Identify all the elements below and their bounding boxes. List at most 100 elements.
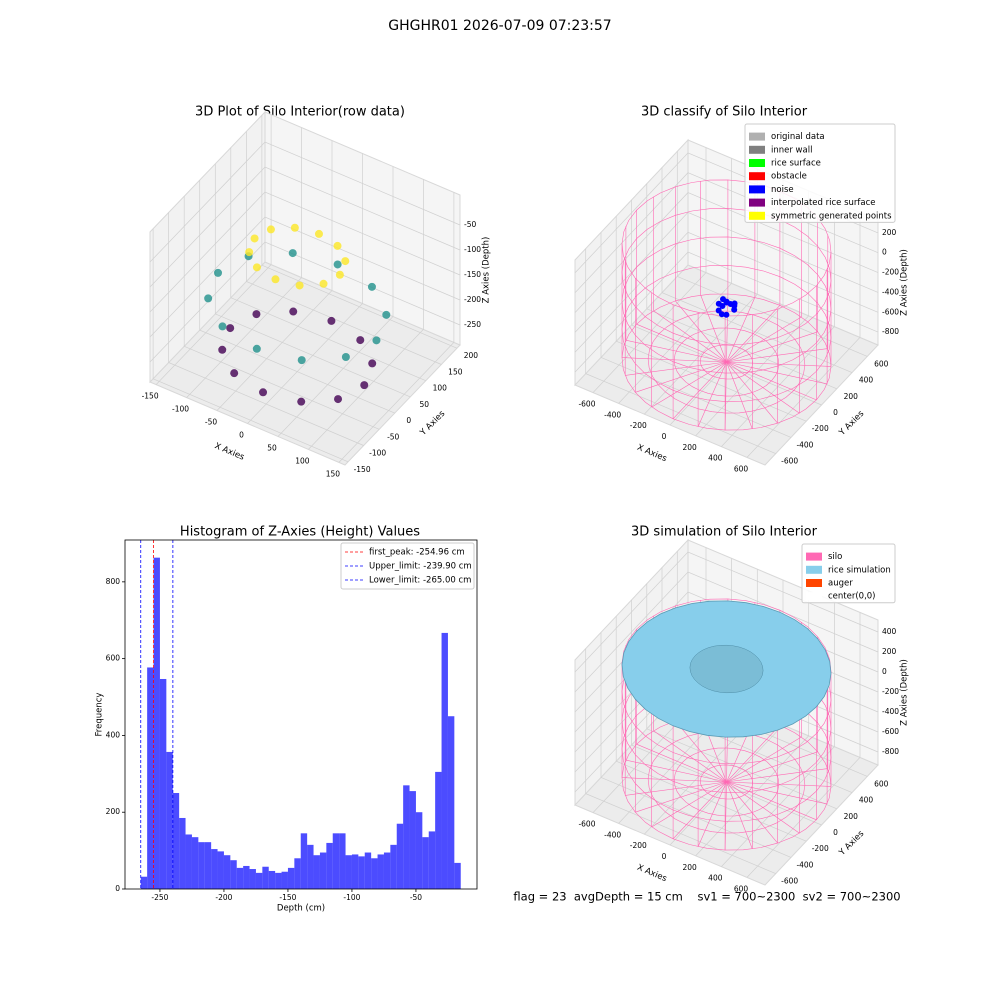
- bar: [435, 771, 442, 889]
- x-axis-label: X Axies: [635, 443, 668, 465]
- grid-line: [661, 167, 853, 373]
- bar: [262, 866, 269, 889]
- figure-title: GHGHR01 2026-07-09 07:23:57: [388, 18, 611, 34]
- x-tick-label: 600: [734, 464, 749, 473]
- noise-point: [731, 300, 738, 307]
- y-tick-label: 0: [406, 416, 411, 425]
- data-point: [333, 260, 342, 269]
- x-axis-label: Depth (cm): [277, 904, 325, 914]
- x-tick-label: 100: [295, 456, 310, 465]
- bar: [351, 854, 359, 889]
- legend-swatch: [806, 552, 822, 561]
- bar: [159, 678, 167, 889]
- z-tick-label: -200: [464, 295, 481, 304]
- z-tick-label: -600: [882, 727, 899, 736]
- legend-box: [801, 543, 896, 604]
- bar: [185, 834, 192, 889]
- grid-line: [574, 251, 879, 373]
- x-tick-label: 50: [267, 443, 277, 452]
- grid-line: [230, 147, 426, 382]
- grid-line: [308, 179, 424, 450]
- x-tick-label: -400: [604, 410, 621, 419]
- grid-line: [199, 180, 395, 414]
- legend-label: noise: [771, 185, 794, 195]
- bar: [339, 833, 346, 889]
- legend-label: Upper_limit: -239.90 cm: [369, 562, 472, 572]
- bar: [326, 842, 333, 889]
- y-tick-label: 800: [106, 577, 121, 586]
- x-tick-label: -100: [343, 893, 360, 902]
- bar: [403, 785, 410, 889]
- x-tick-label: -200: [630, 421, 647, 430]
- data-point: [266, 225, 275, 234]
- y-tick-label: 400: [106, 730, 121, 739]
- data-point: [218, 322, 227, 331]
- data-point: [259, 388, 268, 397]
- x-tick-label: -150: [279, 893, 296, 902]
- x-tick-label: -250: [151, 893, 168, 902]
- data-point: [297, 397, 306, 406]
- silo-wire: [673, 747, 780, 817]
- bar: [454, 862, 461, 889]
- grid-line: [149, 166, 461, 288]
- legend-label: rice simulation: [828, 565, 891, 575]
- y-tick-label: 200: [844, 392, 859, 401]
- y-tick-label: -100: [369, 449, 386, 458]
- legend-label: center(0,0): [828, 592, 876, 602]
- bar: [223, 855, 231, 889]
- y-tick-label: 50: [419, 400, 429, 409]
- grid-line: [631, 200, 822, 406]
- legend-label: original data: [771, 132, 825, 142]
- bar: [383, 852, 391, 889]
- y-tick-label: 600: [874, 779, 889, 788]
- z-tick-label: -800: [882, 747, 899, 756]
- z-tick-label: 200: [882, 647, 897, 656]
- y-tick-label: 600: [106, 654, 121, 663]
- x-tick-label: -600: [578, 400, 595, 409]
- z-tick-label: -250: [464, 320, 481, 329]
- bar: [358, 856, 365, 889]
- legend-box: [340, 542, 475, 590]
- grid-line: [277, 166, 394, 437]
- y-tick-label: 0: [833, 828, 838, 837]
- grid-line: [676, 151, 868, 357]
- grid-line: [338, 192, 455, 463]
- data-point: [214, 268, 223, 277]
- panel-title: Histogram of Z-Axies (Height) Values: [180, 525, 420, 540]
- y-tick-label: 100: [433, 384, 448, 393]
- legend-label: symmetric generated points: [771, 211, 892, 221]
- bar: [249, 869, 256, 889]
- grid-line: [186, 127, 302, 398]
- bar: [217, 851, 224, 889]
- y-tick-label: 600: [874, 359, 889, 368]
- z-tick-label: -400: [882, 707, 899, 716]
- bar: [275, 872, 282, 889]
- silo-wire: [647, 730, 806, 834]
- grid-line: [592, 147, 707, 393]
- x-tick-label: -150: [142, 392, 159, 401]
- data-point: [341, 257, 350, 266]
- x-tick-label: -600: [578, 820, 595, 829]
- data-point: [245, 248, 254, 257]
- grid-line: [574, 172, 879, 293]
- bar: [345, 855, 352, 889]
- data-point: [252, 344, 261, 353]
- bar: [243, 865, 250, 889]
- y-tick-label: -600: [781, 877, 798, 886]
- legend-label: auger: [828, 579, 853, 589]
- y-axis-label: Y Axies: [837, 829, 867, 859]
- noise-point: [720, 296, 727, 303]
- grid-line: [615, 216, 807, 422]
- bar: [198, 842, 205, 889]
- y-tick-label: -400: [796, 440, 813, 449]
- noise-point: [723, 311, 730, 318]
- grid-line: [152, 228, 349, 463]
- y-tick-label: -200: [812, 424, 829, 433]
- y-tick-label: 200: [844, 812, 859, 821]
- bar: [147, 667, 154, 889]
- bar: [294, 858, 301, 889]
- grid-line: [149, 191, 461, 313]
- rice-surface: [689, 644, 764, 694]
- bar: [287, 867, 295, 889]
- data-point: [250, 234, 259, 243]
